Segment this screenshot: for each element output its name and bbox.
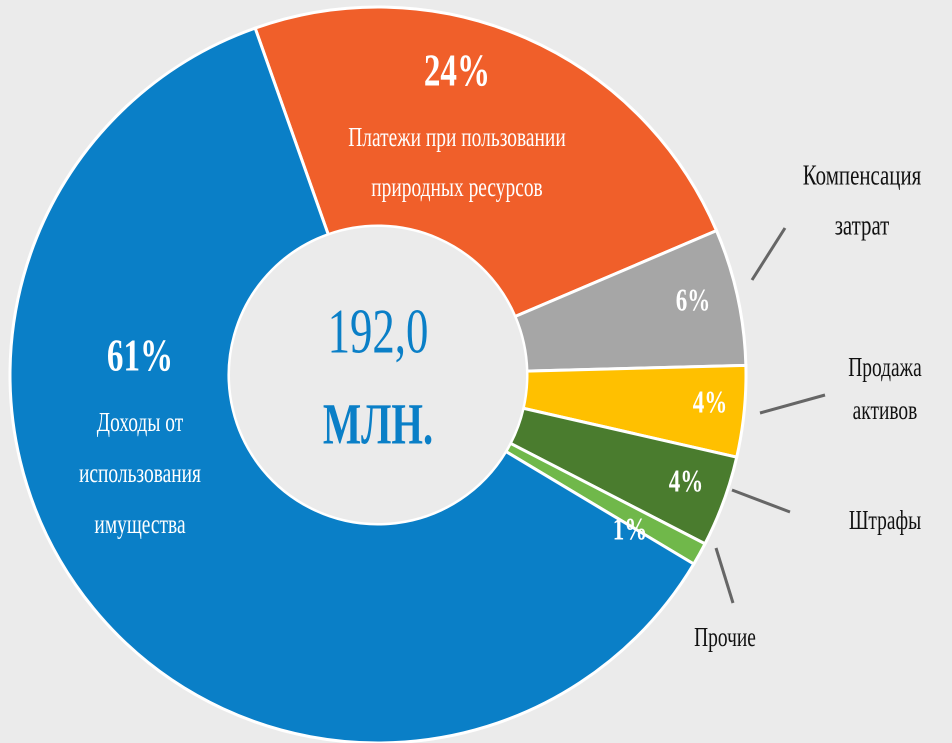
leader-line bbox=[714, 547, 735, 604]
center-value: 192,0 bbox=[328, 296, 429, 367]
value-label: 61% bbox=[107, 329, 173, 381]
category-label: Штрафы bbox=[849, 506, 921, 536]
category-label: Доходы от bbox=[97, 408, 183, 438]
donut-slice bbox=[253, 5, 719, 319]
category-label: имущества bbox=[94, 510, 186, 540]
category-label: Прочие bbox=[694, 623, 756, 653]
category-label: природных ресурсов bbox=[371, 173, 542, 203]
category-label: Компенсация bbox=[803, 159, 922, 191]
category-label: Платежи при пользовании bbox=[348, 123, 566, 153]
value-label: 24% bbox=[424, 44, 490, 96]
category-label: использования bbox=[79, 459, 201, 489]
category-label: затрат bbox=[835, 209, 890, 241]
donut-hole bbox=[230, 227, 526, 523]
value-label: 6% bbox=[676, 283, 711, 319]
value-label: 4% bbox=[669, 464, 704, 500]
center-unit: МЛН. bbox=[323, 391, 433, 456]
category-label: Продажа bbox=[848, 353, 922, 383]
leader-line bbox=[731, 488, 791, 514]
category-label: активов bbox=[853, 396, 918, 426]
value-label: 4% bbox=[693, 385, 728, 421]
leader-line bbox=[750, 227, 787, 281]
value-label: 1% bbox=[613, 512, 648, 548]
leader-line bbox=[759, 393, 826, 415]
